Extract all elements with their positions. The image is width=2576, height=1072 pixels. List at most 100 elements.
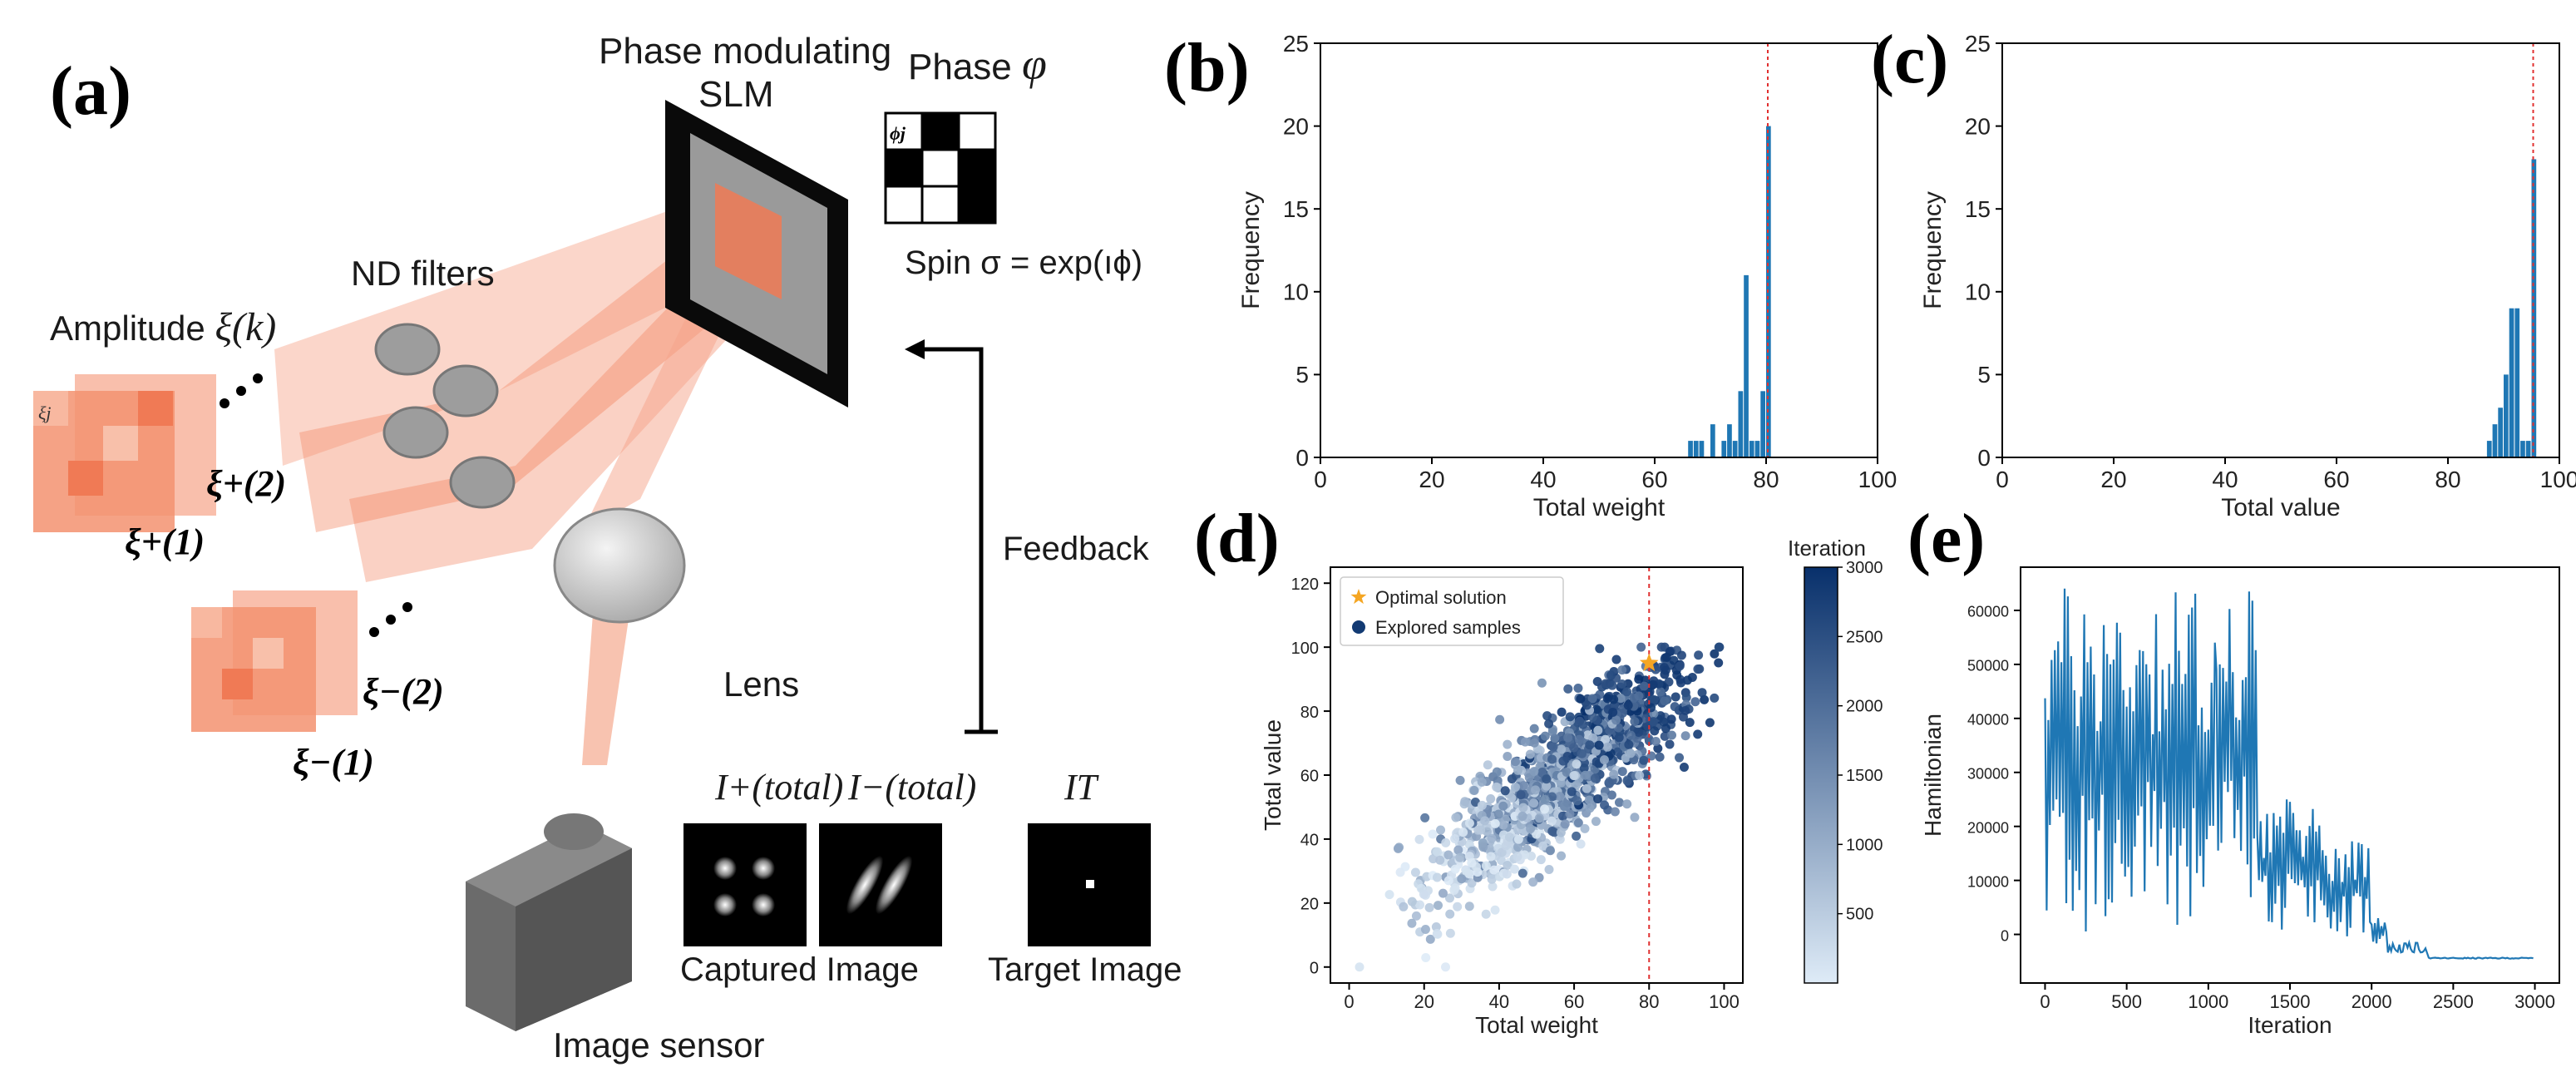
sample-point — [1585, 740, 1595, 750]
sample-point — [1464, 902, 1474, 911]
legend-star-marker — [1350, 589, 1367, 605]
histogram-bar — [2486, 441, 2492, 457]
sample-point — [1464, 818, 1474, 828]
nd-filters — [374, 323, 516, 509]
y-tick-label: 40000 — [1967, 712, 2009, 729]
sample-point — [1651, 737, 1661, 747]
histogram-bar — [1727, 424, 1732, 457]
sample-point — [1513, 842, 1523, 852]
sample-point — [1601, 679, 1611, 689]
sample-point — [1467, 858, 1477, 868]
sample-point — [1648, 679, 1658, 689]
sample-point — [1634, 728, 1644, 738]
x-tick-label: 0 — [1314, 467, 1327, 492]
sample-point — [1675, 753, 1685, 763]
x-tick-label: 40 — [2212, 467, 2238, 492]
sample-point — [1672, 670, 1682, 680]
histogram-bar — [2509, 308, 2514, 457]
x-tick-label: 100 — [1709, 991, 1740, 1012]
sample-point — [1415, 900, 1425, 910]
histogram-bar — [2514, 308, 2520, 457]
sample-point — [1656, 642, 1666, 652]
sample-point — [1569, 771, 1579, 781]
sample-point — [1547, 754, 1557, 764]
slm-label-line2: SLM — [698, 74, 774, 115]
sample-point — [1675, 661, 1685, 671]
sample-point — [1653, 743, 1663, 753]
sample-point — [1694, 650, 1704, 660]
sample-point — [1436, 825, 1446, 835]
sample-point — [1679, 763, 1689, 773]
legend-label-optimal: Optimal solution — [1375, 587, 1507, 608]
sample-point — [1693, 664, 1703, 674]
y-axis-label: Frequency — [1237, 191, 1265, 309]
sample-point — [1531, 785, 1541, 795]
sample-point — [1525, 749, 1535, 759]
sample-point — [1588, 733, 1598, 743]
i-plus-label: I+(total) — [715, 767, 844, 808]
sample-point — [1611, 715, 1621, 725]
sample-point — [1611, 655, 1621, 664]
histogram-bar — [1721, 441, 1727, 457]
sample-point — [1630, 813, 1640, 823]
x-tick-label: 80 — [1639, 991, 1659, 1012]
sample-point — [1697, 688, 1707, 698]
histogram-bar — [2498, 408, 2503, 457]
y-axis-label: Frequency — [1919, 191, 1947, 309]
sample-point — [1453, 902, 1463, 911]
sample-point — [1455, 852, 1465, 862]
xi-minus-1-label: ξ−(1) — [293, 742, 374, 783]
sample-point — [1516, 790, 1526, 800]
x-tick-label: 0 — [2040, 991, 2050, 1012]
sample-point — [1529, 724, 1539, 734]
sample-point — [1565, 712, 1575, 722]
xi-j-label: ξj — [38, 403, 52, 423]
sample-point — [1457, 874, 1467, 884]
histogram-bar — [2492, 424, 2498, 457]
x-tick-label: 0 — [1996, 467, 2009, 492]
sample-point — [1443, 876, 1453, 886]
sample-point — [1441, 837, 1451, 847]
sample-point — [1503, 860, 1513, 870]
lens — [553, 507, 686, 624]
y-tick-label: 10 — [1283, 279, 1309, 305]
y-tick-label: 5 — [1295, 362, 1309, 388]
y-tick-label: 100 — [1291, 640, 1319, 658]
histogram-bar — [2525, 441, 2531, 457]
y-tick-label: 120 — [1291, 576, 1319, 594]
sample-point — [1656, 687, 1666, 697]
sample-point — [1460, 797, 1470, 807]
sample-point — [1666, 714, 1676, 724]
sample-point — [1455, 775, 1465, 785]
sample-point — [1434, 901, 1443, 911]
sample-point — [1710, 693, 1720, 703]
y-tick-label: 0 — [1977, 445, 1991, 471]
sample-point — [1670, 702, 1680, 712]
sample-point — [1478, 842, 1488, 852]
sample-point — [1593, 725, 1603, 735]
sample-point — [1636, 642, 1646, 652]
histogram-bar — [2520, 441, 2525, 457]
legend-label-samples: Explored samples — [1375, 617, 1521, 638]
sample-point — [1585, 803, 1595, 813]
sample-point — [1584, 795, 1594, 805]
histogram-bar — [1760, 391, 1765, 457]
panel-label-b: (b) — [1164, 29, 1250, 106]
optical-schematic — [33, 100, 1151, 1031]
sample-point — [1443, 850, 1453, 860]
sample-point — [1467, 878, 1477, 888]
sample-point — [1581, 770, 1591, 780]
sample-point — [1480, 816, 1490, 826]
y-axis-label: Total value — [1260, 719, 1286, 831]
sample-point — [1486, 852, 1496, 862]
amplitude-array-minus — [191, 590, 358, 732]
sample-point — [1639, 755, 1649, 765]
sample-point — [1510, 864, 1520, 874]
sample-point — [1526, 824, 1536, 834]
sample-point — [1548, 742, 1558, 752]
captured-images — [683, 823, 942, 946]
sample-point — [1556, 827, 1566, 837]
sample-point — [1428, 829, 1438, 839]
sample-point — [1573, 818, 1583, 827]
sample-point — [1573, 683, 1583, 693]
